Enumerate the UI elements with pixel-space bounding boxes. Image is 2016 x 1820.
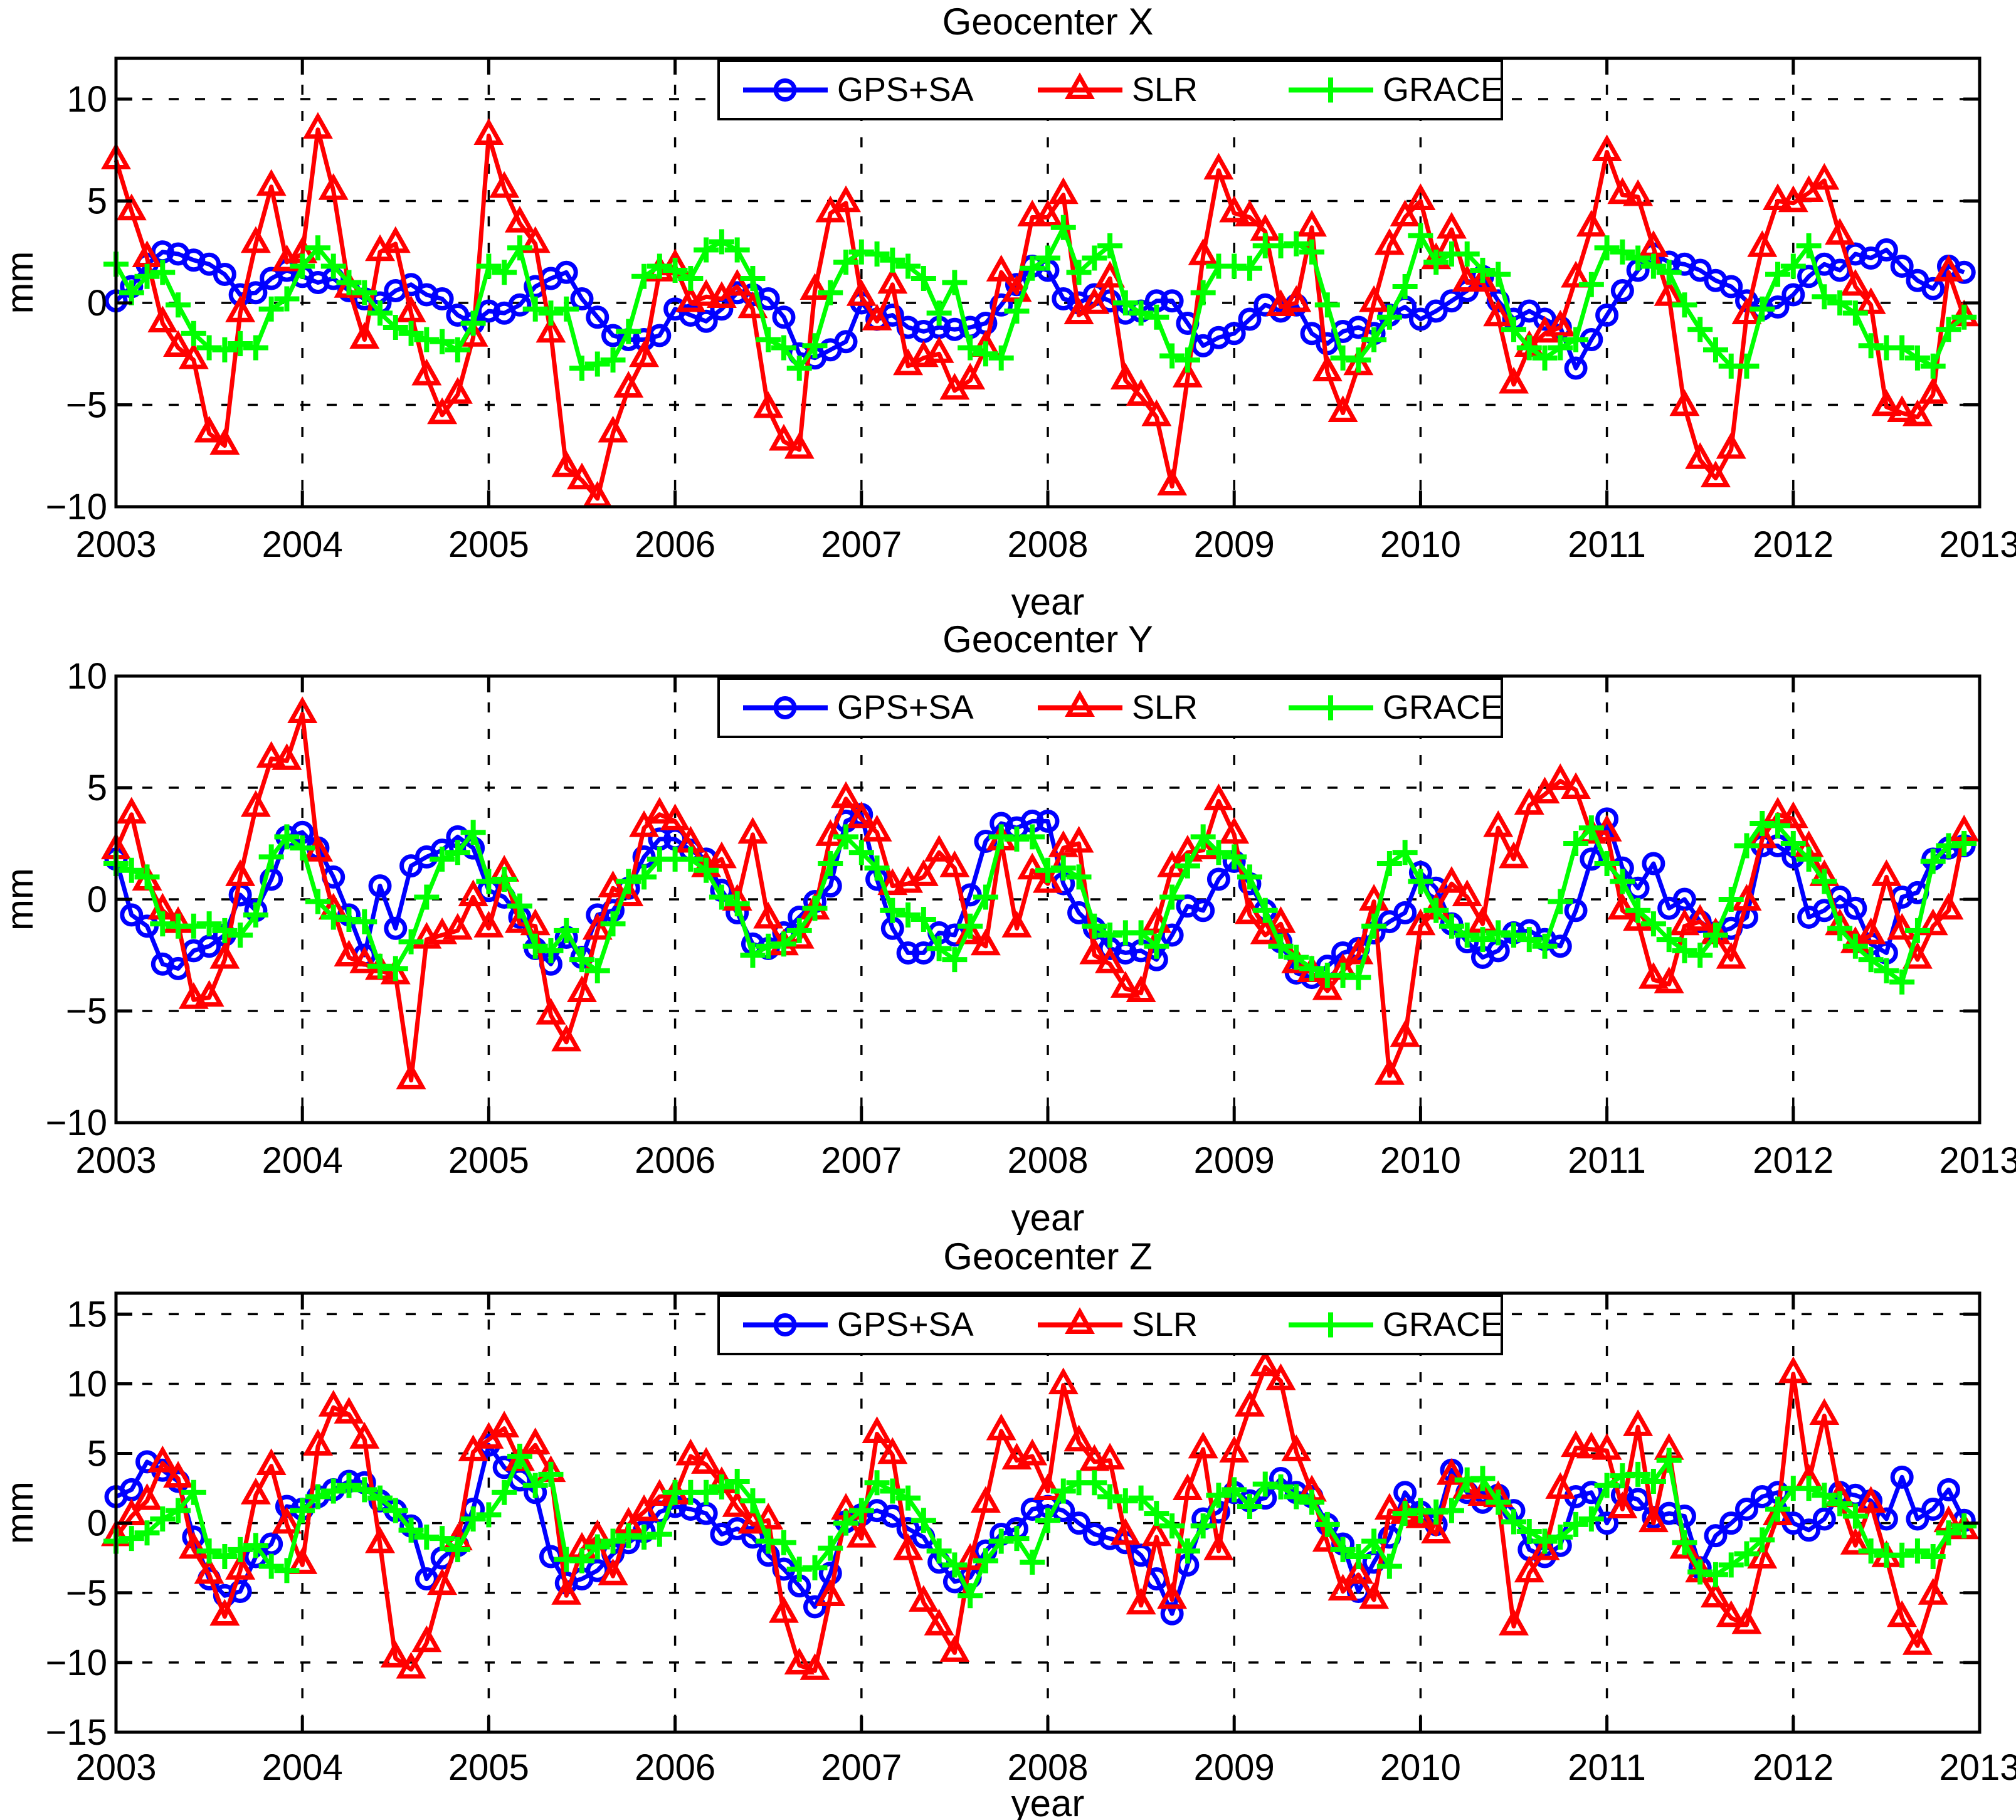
chart-title: Geocenter X — [942, 1, 1154, 43]
x-tick-label: 2012 — [1753, 1747, 1834, 1788]
y-axis-label: mm — [0, 251, 41, 314]
y-axis-label: mm — [0, 1481, 41, 1544]
x-tick-label: 2005 — [448, 1140, 529, 1181]
y-tick-label: 10 — [66, 79, 107, 120]
y-tick-label: 0 — [87, 1503, 107, 1544]
x-tick-label: 2006 — [635, 1747, 715, 1788]
labels: Geocenter Z 2003 2004 2005 2006 2007 2008 2009 2… — [0, 1235, 2016, 1820]
y-tick-label: −15 — [46, 1712, 107, 1753]
x-axis-label: year — [1011, 1197, 1085, 1235]
y-axis-label: mm — [0, 868, 41, 931]
x-tick-label: 2010 — [1380, 524, 1461, 565]
x-tick-label: 2008 — [1007, 1140, 1088, 1181]
legend-label: GRACE — [1383, 71, 1503, 108]
legend-label: SLR — [1132, 71, 1198, 108]
series-grace — [103, 810, 1977, 995]
series-gpssa — [104, 803, 1976, 990]
x-axis-label: year — [1011, 1782, 1085, 1820]
x-tick-label: 2011 — [1568, 524, 1646, 565]
x-tick-label: 2012 — [1753, 524, 1834, 565]
legend-label: GPS+SA — [837, 71, 974, 108]
legend-item-grace: GRACE — [1289, 1306, 1503, 1343]
x-tick-label: 2004 — [262, 1747, 343, 1788]
x-tick-label: 2006 — [635, 1140, 715, 1181]
y-tick-label: 5 — [87, 181, 107, 222]
y-tick-label: −10 — [46, 1643, 107, 1683]
x-tick-label: 2004 — [262, 1140, 343, 1181]
x-tick-label: 2003 — [75, 1140, 156, 1181]
y-tick-label: −10 — [46, 1103, 107, 1143]
legend: GPS+SA SLR GRACE — [717, 60, 1503, 120]
legend-item-slr: SLR — [1038, 71, 1198, 108]
legend-item-gpssa: GPS+SA — [743, 689, 974, 726]
x-tick-label: 2007 — [821, 524, 902, 565]
y-tick-label: 0 — [87, 283, 107, 324]
x-tick-label: 2013 — [1939, 1747, 2016, 1788]
chart-geocenter-x: Geocenter X 2003 2004 2005 2006 2007 2008 2009 2… — [0, 1, 2016, 618]
y-tick-label: −5 — [66, 991, 107, 1032]
x-tick-label: 2005 — [448, 524, 529, 565]
x-tick-label: 2004 — [262, 524, 343, 565]
x-tick-label: 2009 — [1194, 524, 1275, 565]
x-tick-label: 2006 — [635, 524, 715, 565]
x-tick-label: 2007 — [821, 1747, 902, 1788]
legend-item-slr: SLR — [1038, 1306, 1198, 1343]
labels: Geocenter Y 2003 2004 2005 2006 2007 2008 2009 2… — [0, 618, 2016, 1235]
y-tick-label: 10 — [66, 656, 107, 697]
x-tick-label: 2003 — [75, 524, 156, 565]
x-tick-label: 2009 — [1194, 1747, 1275, 1788]
x-tick-label: 2011 — [1568, 1140, 1646, 1181]
legend-item-gpssa: GPS+SA — [743, 71, 974, 108]
grid — [116, 676, 1980, 1123]
x-tick-label: 2013 — [1939, 524, 2016, 565]
legend: GPS+SA SLR GRACE — [717, 677, 1503, 738]
y-tick-label: 10 — [66, 1363, 107, 1404]
chart-geocenter-y: Geocenter Y 2003 2004 2005 2006 2007 2008 2009 2… — [0, 618, 2016, 1235]
legend-item-grace: GRACE — [1289, 689, 1503, 726]
legend-label: GPS+SA — [837, 689, 974, 726]
x-tick-label: 2003 — [75, 1747, 156, 1788]
x-tick-label: 2008 — [1007, 1747, 1088, 1788]
x-axis-label: year — [1011, 581, 1085, 618]
legend-label: SLR — [1132, 689, 1198, 726]
y-tick-label: −5 — [66, 385, 107, 426]
y-tick-label: 5 — [87, 768, 107, 808]
x-tick-label: 2013 — [1939, 1140, 2016, 1181]
chart-title: Geocenter Y — [942, 618, 1153, 660]
legend-item-slr: SLR — [1038, 689, 1198, 726]
y-tick-label: 5 — [87, 1434, 107, 1474]
series-grace — [103, 214, 1977, 381]
x-tick-label: 2011 — [1568, 1747, 1646, 1788]
x-tick-label: 2010 — [1380, 1140, 1461, 1181]
x-tick-label: 2008 — [1007, 524, 1088, 565]
legend-label: SLR — [1132, 1306, 1198, 1343]
labels: Geocenter X 2003 2004 2005 2006 2007 2008 2009 2… — [0, 1, 2016, 618]
x-tick-label: 2007 — [821, 1140, 902, 1181]
x-tick-label: 2010 — [1380, 1747, 1461, 1788]
legend-item-gpssa: GPS+SA — [743, 1306, 974, 1343]
y-tick-label: −10 — [46, 487, 107, 527]
legend-label: GRACE — [1383, 689, 1503, 726]
legend-label: GRACE — [1383, 1306, 1503, 1343]
x-tick-label: 2012 — [1753, 1140, 1834, 1181]
y-tick-label: −5 — [66, 1573, 107, 1614]
legend-label: GPS+SA — [837, 1306, 974, 1343]
legend-item-grace: GRACE — [1289, 71, 1503, 108]
chart-geocenter-z: Geocenter Z 2003 2004 2005 2006 2007 2008 2009 2… — [0, 1235, 2016, 1820]
y-tick-label: 0 — [87, 879, 107, 920]
chart-title: Geocenter Z — [943, 1235, 1153, 1278]
x-tick-label: 2009 — [1194, 1140, 1275, 1181]
y-tick-label: 15 — [66, 1294, 107, 1335]
legend: GPS+SA SLR GRACE — [717, 1294, 1503, 1355]
x-tick-label: 2005 — [448, 1747, 529, 1788]
series-grace — [103, 1444, 1977, 1609]
